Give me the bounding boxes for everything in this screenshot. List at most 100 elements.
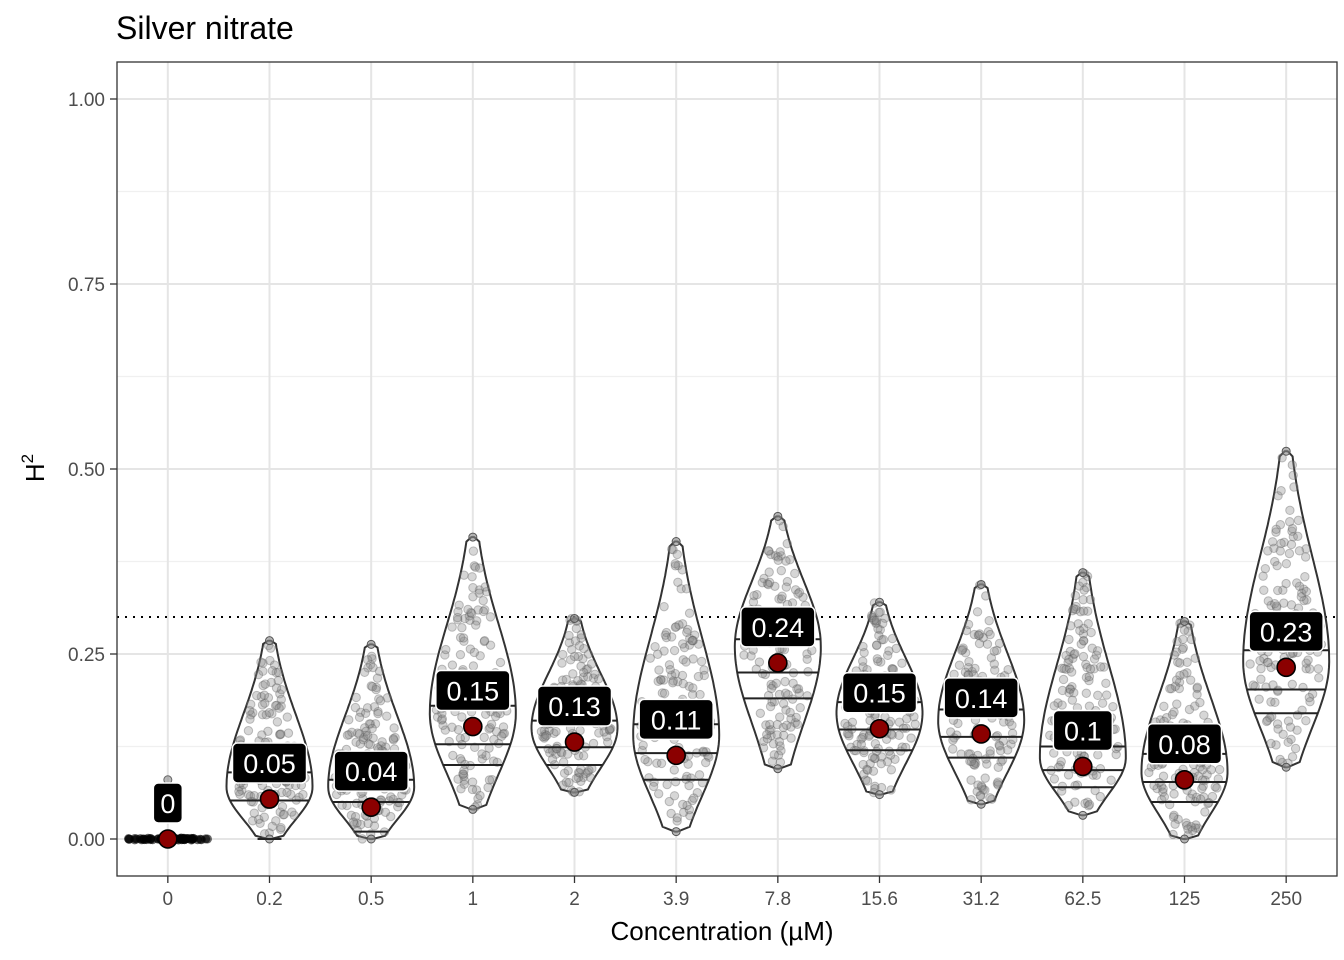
data-point (972, 607, 983, 617)
data-point (578, 672, 589, 683)
data-point (755, 708, 766, 718)
data-point (276, 694, 286, 705)
mean-label-box (841, 671, 918, 714)
data-point (1180, 834, 1189, 844)
data-point (875, 597, 884, 607)
data-point (371, 684, 381, 695)
data-point (459, 570, 469, 580)
data-point (484, 724, 494, 734)
data-point (564, 777, 574, 788)
data-point (477, 754, 487, 764)
data-point (1078, 629, 1088, 639)
mean-label-box (1052, 709, 1114, 752)
data-point (1087, 643, 1097, 653)
data-point (1270, 697, 1280, 708)
data-point (993, 777, 1003, 787)
mean-point (768, 653, 788, 673)
data-point (1002, 745, 1013, 755)
data-point (660, 630, 671, 640)
data-point (571, 773, 582, 784)
data-point (1214, 764, 1225, 775)
data-point (459, 636, 469, 646)
data-point (1281, 446, 1291, 456)
data-point (1007, 720, 1017, 730)
data-point (910, 719, 920, 729)
data-point (666, 808, 676, 819)
data-point (573, 676, 583, 686)
data-point (373, 708, 383, 719)
data-point (549, 728, 559, 738)
mean-label: 0.15 (841, 671, 918, 714)
data-point (1190, 653, 1200, 663)
violin-group (1242, 446, 1331, 772)
data-point (1301, 586, 1311, 597)
data-point (1250, 681, 1260, 692)
data-point (1095, 791, 1105, 802)
data-point (757, 668, 768, 679)
data-point (1296, 592, 1307, 602)
data-point (948, 744, 958, 754)
data-point (447, 660, 458, 670)
data-point (1275, 546, 1285, 556)
data-point (244, 706, 255, 716)
data-point (1173, 814, 1183, 824)
data-point (782, 576, 793, 587)
data-point (866, 612, 877, 623)
data-point (779, 730, 789, 741)
data-point (1263, 657, 1273, 668)
data-point (593, 674, 604, 684)
data-point (960, 648, 971, 658)
data-point (1066, 621, 1076, 631)
data-point (1286, 600, 1297, 610)
data-point (994, 741, 1005, 751)
data-point (363, 663, 373, 673)
data-point (876, 657, 886, 667)
data-point (294, 792, 304, 803)
data-point (298, 789, 308, 800)
data-point (495, 657, 506, 668)
mean-label-text: 0.24 (752, 613, 805, 643)
data-point (276, 729, 286, 739)
data-point (271, 816, 281, 826)
data-point (1301, 716, 1311, 726)
data-point (269, 660, 280, 670)
data-point (1262, 657, 1273, 668)
data-point (453, 774, 463, 784)
data-point (491, 726, 502, 737)
data-point (894, 717, 905, 727)
data-point (664, 660, 675, 670)
data-point (847, 717, 858, 727)
data-point (886, 765, 897, 775)
data-point (1259, 585, 1269, 595)
data-point (1190, 823, 1200, 833)
data-point (455, 754, 466, 764)
data-point (670, 668, 680, 679)
data-point (773, 750, 784, 760)
data-point (669, 791, 680, 801)
data-point (672, 549, 682, 560)
data-point (263, 726, 273, 736)
data-point (386, 811, 396, 822)
mean-label-text: 0.05 (243, 749, 296, 779)
data-point (374, 666, 385, 676)
data-point (762, 579, 773, 589)
data-point (867, 610, 877, 621)
data-point (348, 817, 359, 827)
data-point (267, 821, 278, 832)
data-point (874, 630, 884, 641)
data-point (981, 591, 991, 601)
data-point (358, 734, 368, 745)
data-point (260, 698, 270, 708)
data-point (781, 582, 792, 592)
data-point (352, 825, 362, 836)
data-point (1287, 679, 1298, 690)
data-point (351, 692, 361, 703)
x-tick-label: 250 (1270, 889, 1302, 910)
data-point (257, 730, 267, 740)
data-point (538, 732, 548, 742)
data-point (1170, 819, 1180, 829)
mean-label: 0.08 (1146, 723, 1223, 765)
data-point (684, 780, 694, 791)
data-point (1078, 651, 1089, 662)
data-point (275, 730, 285, 740)
